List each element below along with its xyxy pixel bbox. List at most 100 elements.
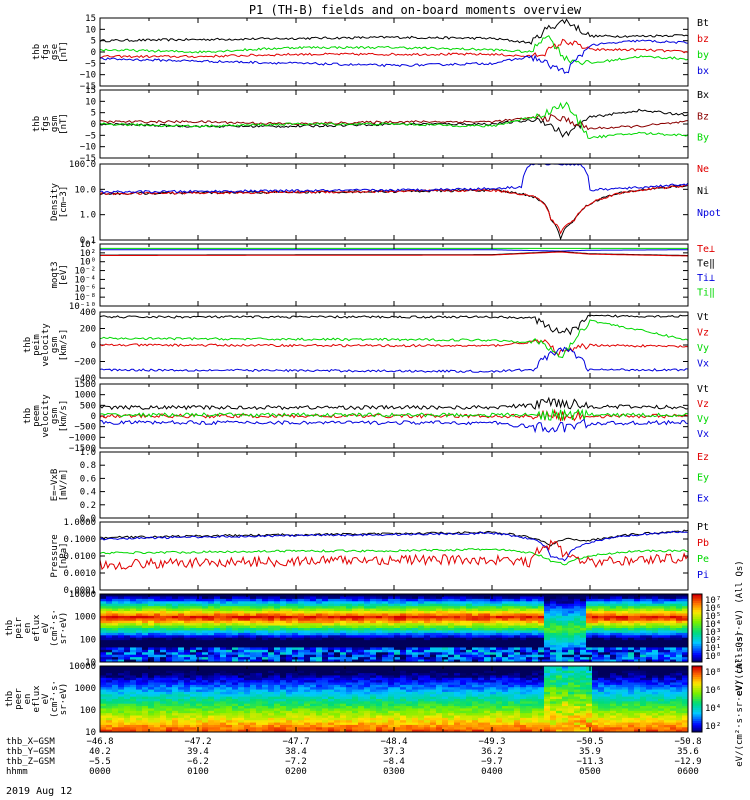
- spectrogram-cell: [100, 601, 107, 605]
- spectrogram-cell: [400, 691, 407, 695]
- spectrogram-cell: [406, 598, 413, 602]
- colorbar-tick: 10³: [705, 628, 721, 638]
- spectrogram-cell: [424, 625, 431, 629]
- spectrogram-cell: [148, 657, 155, 661]
- spectrogram-cell: [304, 596, 311, 600]
- spectrogram-cell: [142, 603, 149, 607]
- spectrogram-cell: [256, 649, 263, 653]
- spectrogram-cell: [382, 618, 389, 622]
- series-line-Vx: [99, 418, 689, 434]
- spectrogram-cell: [370, 696, 377, 700]
- spectrogram-cell: [334, 670, 341, 674]
- spectrogram-cell: [346, 640, 353, 644]
- spectrogram-cell: [130, 598, 137, 602]
- spectrogram-cell: [226, 606, 233, 610]
- spectrogram-cell: [196, 691, 203, 695]
- spectrogram-cell: [568, 635, 575, 639]
- spectrogram-cell: [244, 649, 251, 653]
- spectrogram-cell: [154, 729, 161, 733]
- spectrogram-cell: [166, 645, 173, 648]
- spectrogram-cell: [406, 713, 413, 716]
- spectrogram-cell: [238, 652, 245, 656]
- spectrogram-cell: [574, 615, 581, 619]
- spectrogram-cell: [472, 594, 479, 597]
- spectrogram-cell: [268, 652, 275, 656]
- spectrogram-cell: [178, 722, 185, 726]
- spectrogram-cell: [442, 635, 449, 639]
- spectrogram-cell: [598, 618, 605, 622]
- spectrogram-cell: [100, 598, 107, 602]
- spectrogram-cell: [160, 608, 167, 612]
- spectrogram-cell: [214, 729, 221, 733]
- colorbar-segment: [692, 625, 702, 629]
- spectrogram-cell: [646, 630, 653, 634]
- colorbar-segment: [692, 607, 702, 611]
- spectrogram-cell: [100, 670, 107, 674]
- spectrogram-cell: [370, 649, 377, 653]
- spectrogram-cell: [580, 628, 587, 631]
- spectrogram-cell: [130, 706, 137, 709]
- spectrogram-cell: [244, 706, 251, 709]
- spectrogram-cell: [466, 640, 473, 644]
- ytick-label: 1.0: [80, 211, 96, 221]
- spectrogram-cell: [310, 613, 317, 617]
- spectrogram-cell: [220, 647, 227, 651]
- spectrogram-cell: [238, 635, 245, 639]
- spectrogram-cell: [346, 684, 353, 688]
- spectrogram-cell: [214, 680, 221, 683]
- spectrogram-cell: [460, 717, 467, 721]
- spectrogram-cell: [106, 717, 113, 721]
- panel-ylabel: thbfgsgse[nT]: [32, 41, 69, 63]
- spectrogram-cell: [172, 598, 179, 602]
- spectrogram-cell: [346, 687, 353, 691]
- spectrogram-cell: [634, 620, 641, 624]
- spectrogram-cell: [454, 720, 461, 724]
- spectrogram-cell: [124, 618, 131, 622]
- spectrogram-cell: [184, 706, 191, 709]
- spectrogram-cell: [454, 677, 461, 681]
- spectrogram-cell: [250, 687, 257, 691]
- spectrogram-cell: [250, 715, 257, 719]
- spectrogram-cell: [262, 657, 269, 661]
- spectrogram-cell: [514, 618, 521, 622]
- spectrogram-cell: [100, 642, 107, 646]
- spectrogram-cell: [286, 613, 293, 617]
- spectrogram-cell: [310, 687, 317, 691]
- spectrogram-cell: [226, 673, 233, 676]
- spectrogram-cell: [154, 632, 161, 636]
- spectrogram-cell: [106, 729, 113, 733]
- spectrogram-cell: [106, 675, 113, 679]
- spectrogram-cell: [154, 722, 161, 726]
- spectrogram-cell: [184, 696, 191, 700]
- spectrogram-cell: [430, 727, 437, 731]
- spectrogram-cell: [262, 682, 269, 686]
- spectrogram-cell: [436, 708, 443, 712]
- spectrogram-cell: [328, 608, 335, 612]
- spectrogram-cell: [424, 657, 431, 661]
- spectrogram-cell: [166, 720, 173, 724]
- spectrogram-cell: [106, 635, 113, 639]
- spectrogram-cell: [352, 620, 359, 624]
- spectrogram-cell: [658, 628, 665, 631]
- spectrogram-cell: [436, 680, 443, 683]
- spectrogram-cell: [286, 625, 293, 629]
- spectrogram-cell: [172, 703, 179, 707]
- spectrogram-cell: [568, 623, 575, 627]
- spectrogram-cell: [532, 635, 539, 639]
- spectrogram-cell: [184, 729, 191, 733]
- spectrogram-cell: [682, 615, 689, 619]
- spectrogram-cell: [442, 668, 449, 672]
- spectrogram-cell: [292, 598, 299, 602]
- spectrogram-cell: [358, 708, 365, 712]
- spectrogram-cell: [352, 687, 359, 691]
- spectrogram-cell: [124, 635, 131, 639]
- spectrogram-cell: [238, 596, 245, 600]
- spectrogram-cell: [448, 696, 455, 700]
- spectrogram-cell: [430, 659, 437, 663]
- spectrogram-cell: [412, 613, 419, 617]
- spectrogram-cell: [196, 701, 203, 705]
- spectrogram-cell: [478, 603, 485, 607]
- spectrogram-cell: [262, 659, 269, 663]
- spectrogram-cell: [244, 647, 251, 651]
- spectrogram-cell: [652, 657, 659, 661]
